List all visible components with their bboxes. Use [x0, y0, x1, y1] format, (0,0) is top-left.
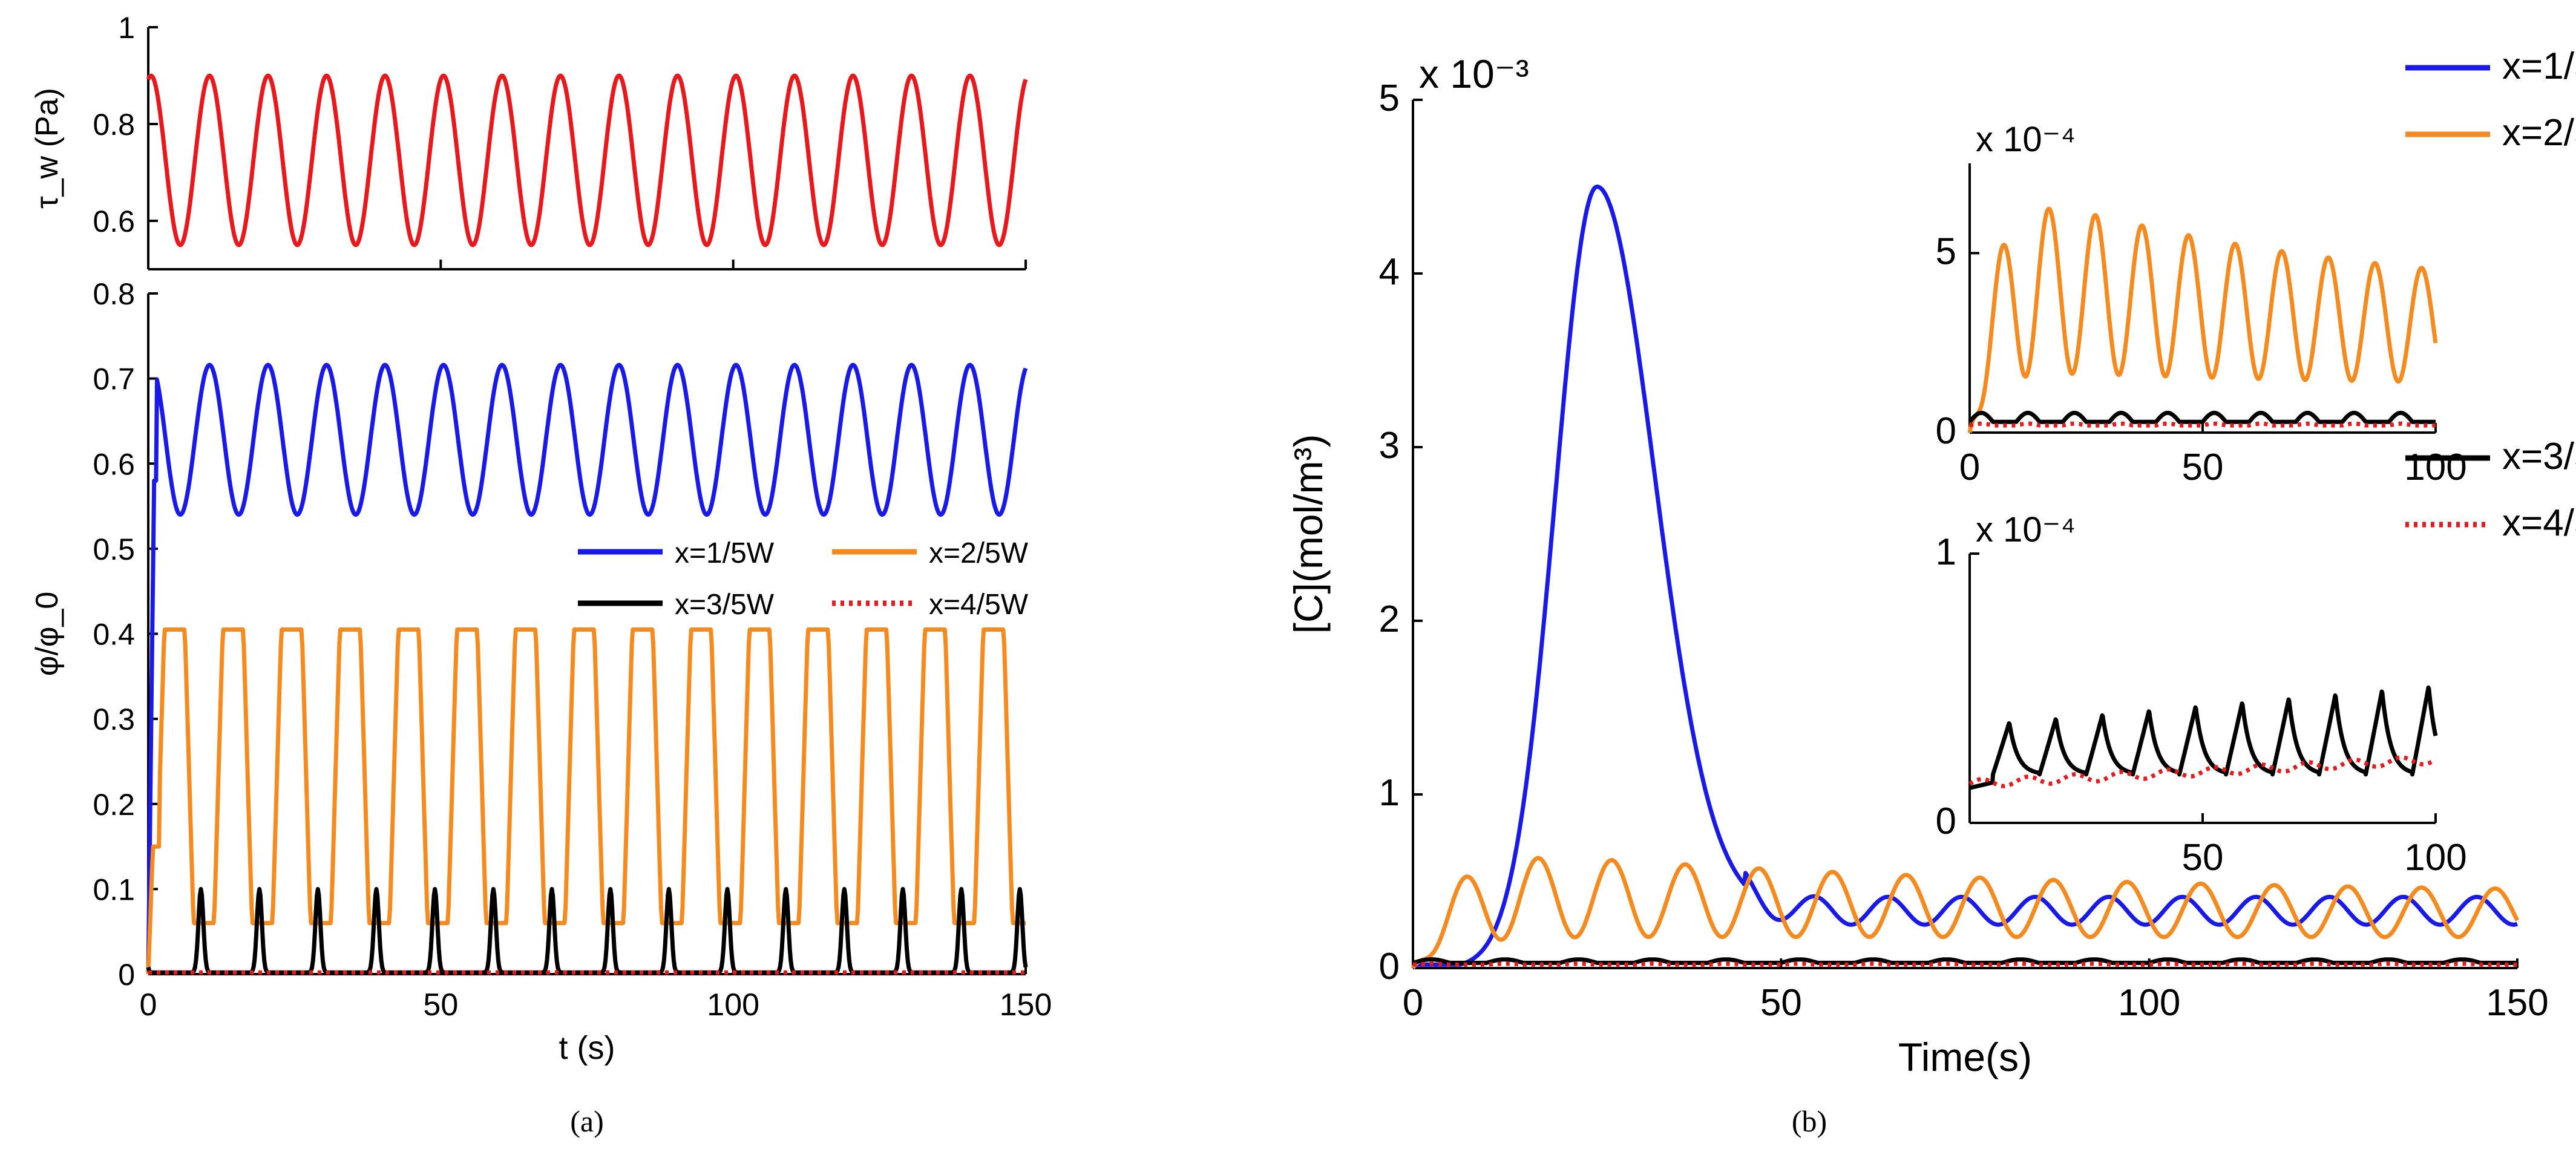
y-axis-label: φ/φ_0 [30, 592, 65, 676]
y-axis-label: τ_w (Pa) [30, 88, 65, 209]
y-tick-label: 0.8 [93, 108, 135, 142]
y-scale-label: x 10⁻⁴ [1976, 510, 2076, 549]
panel-label-a: (a) [570, 1104, 604, 1138]
y-tick-label: 0.7 [93, 362, 135, 396]
legend-label: x=3/5W [2502, 436, 2576, 477]
x-tick-label: 50 [1760, 982, 1802, 1024]
series-line-x45W [1968, 421, 2437, 428]
series-line-x15W [146, 362, 1028, 975]
y-tick-label: 0 [1936, 410, 1956, 452]
legend-label: x=2/5W [2502, 112, 2576, 154]
series-line-x45W [1412, 961, 2519, 967]
series-line-x35W [1968, 410, 2437, 424]
y-tick-label: 0 [118, 958, 135, 992]
chart-a_bottom: 0 0.1 0.2 0.3 0.4 0.5 0.6 0.7 0.8 0 50 100 150 φ/φ_0t… [30, 277, 1052, 1066]
y-tick-label: 1 [1379, 772, 1400, 814]
y-tick-label: 5 [1379, 77, 1400, 119]
series-line-x25W [1411, 856, 2520, 969]
series-line-x25W [146, 627, 1027, 975]
y-tick-label: 0.6 [93, 447, 135, 481]
legend-label: x=3/5W [675, 589, 775, 621]
x-tick-label: 0 [1959, 447, 1980, 488]
legend-label: x=4/5W [2502, 502, 2576, 544]
y-tick-label: 0.6 [93, 205, 135, 238]
x-tick-label: 100 [2404, 447, 2466, 488]
y-tick-label: 1 [1936, 531, 1956, 573]
series-line-x35W [1412, 957, 2519, 965]
x-tick-label: 100 [707, 987, 759, 1023]
series-line-x35W [1968, 685, 2438, 790]
legend-label: x=1/5W [2502, 45, 2576, 87]
x-tick-label: 100 [2404, 837, 2466, 879]
y-tick-label: 5 [1936, 231, 1956, 272]
legend-label: x=1/5W [675, 537, 775, 569]
y-tick-label: 1 [118, 11, 135, 45]
y-tick-label: 0.1 [93, 872, 135, 906]
y-axis-label: [C](mol/m³) [1286, 434, 1331, 634]
y-tick-label: 3 [1379, 425, 1400, 466]
y-scale-label: x 10⁻⁴ [1976, 120, 2076, 159]
y-tick-label: 0.5 [93, 532, 135, 566]
series-line-x25W [1967, 206, 2438, 433]
chart-a_top: 0.6 0.8 1 τ_w (Pa) [30, 11, 1028, 270]
y-tick-label: 0 [1936, 800, 1956, 842]
y-tick-label: 2 [1379, 598, 1400, 640]
y-tick-label: 4 [1379, 251, 1400, 293]
chart-b_inset2: 0 1 50 100 x 10⁻⁴ x=3/5W x=4/5W [1936, 436, 2576, 879]
x-axis-label: t (s) [559, 1030, 615, 1066]
y-tick-label: 0.8 [93, 277, 135, 311]
y-tick-label: 0.2 [93, 788, 135, 822]
x-tick-label: 0 [1403, 982, 1423, 1024]
legend-label: x=4/5W [929, 589, 1029, 621]
x-tick-label: 50 [2182, 837, 2224, 879]
x-tick-label: 0 [140, 987, 157, 1023]
x-tick-label: 100 [2118, 982, 2180, 1024]
series-line-tauw [146, 73, 1028, 247]
series-line-x15W [1412, 185, 2519, 967]
y-tick-label: 0.3 [93, 702, 135, 736]
y-tick-label: 0.4 [93, 618, 135, 652]
panel-label-b: (b) [1792, 1104, 1827, 1138]
x-tick-label: 50 [2182, 447, 2224, 488]
x-axis-label: Time(s) [1898, 1035, 2032, 1079]
y-tick-label: 0 [1379, 946, 1400, 987]
series-line-x45W [1968, 755, 2437, 788]
y-scale-label: x 10⁻³ [1419, 51, 1529, 96]
x-tick-label: 50 [423, 987, 458, 1023]
x-tick-label: 150 [2486, 982, 2548, 1024]
legend-label: x=2/5W [929, 537, 1029, 569]
x-tick-label: 150 [1000, 987, 1052, 1023]
